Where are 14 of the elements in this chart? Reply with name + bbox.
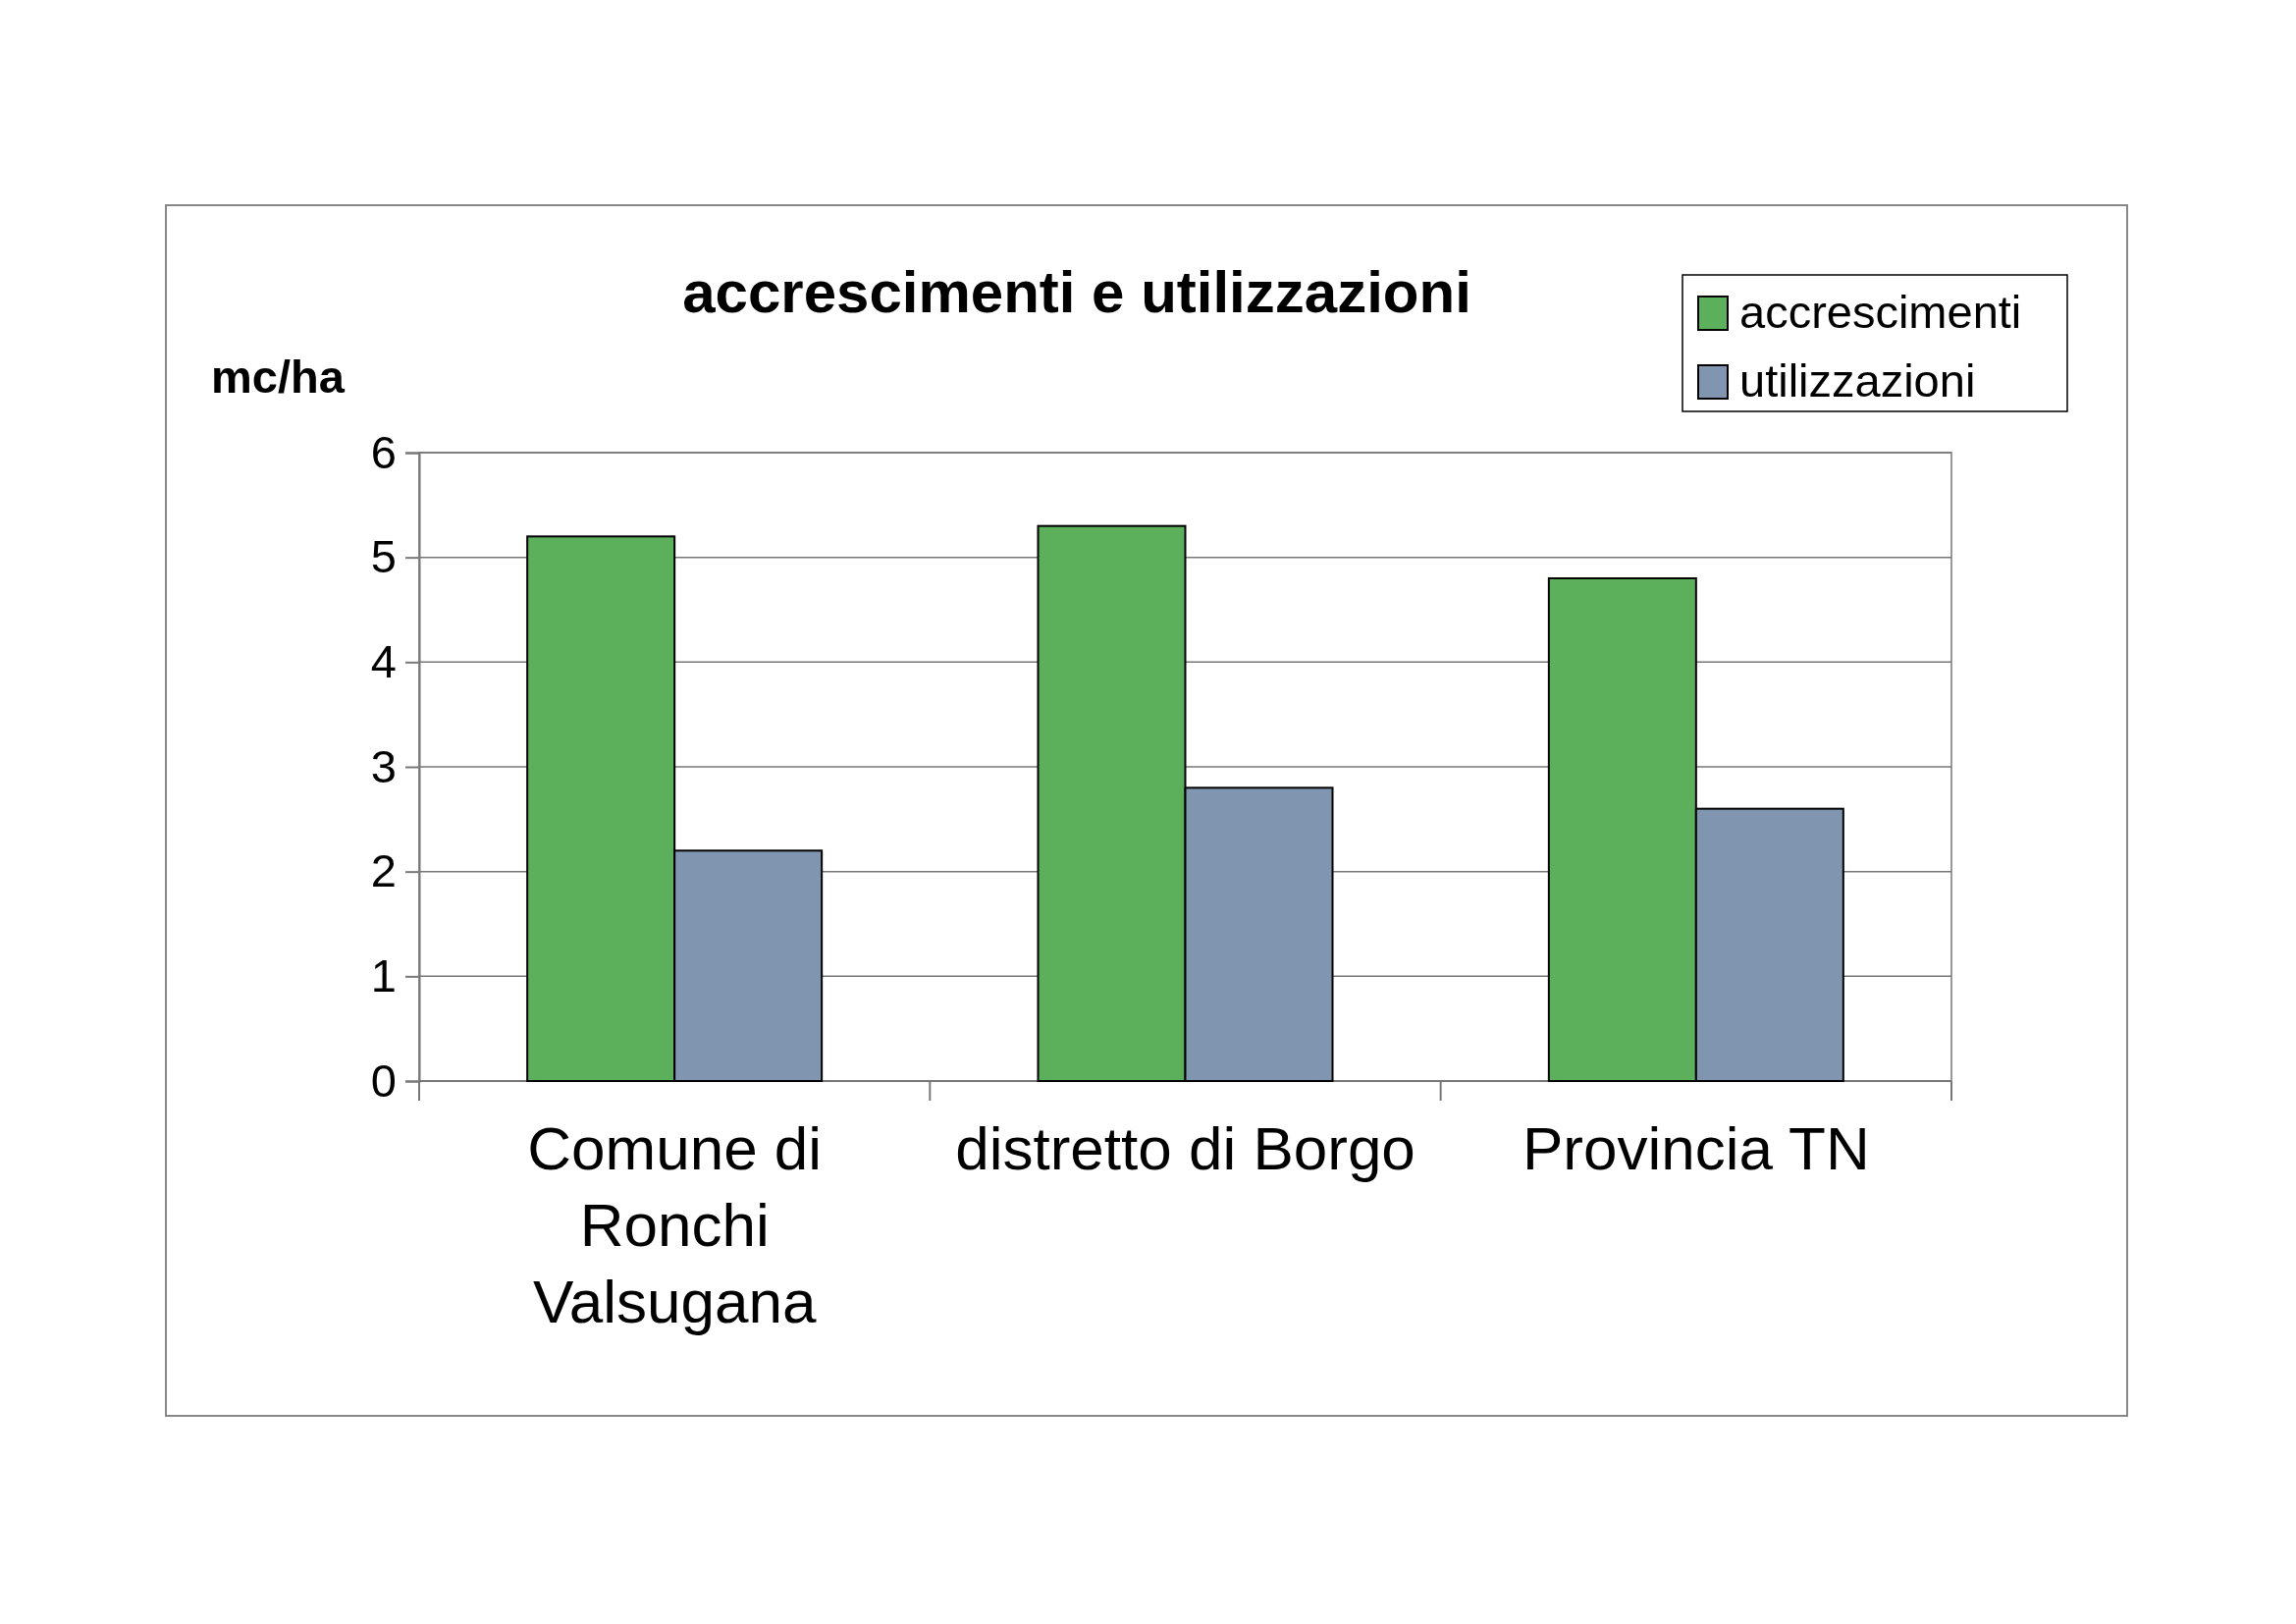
- x-tick-label: Provincia TN: [1522, 1114, 1870, 1182]
- legend-label: accrescimenti: [1739, 286, 2022, 338]
- y-tick-label: 1: [370, 948, 397, 1001]
- chart-title: accrescimenti e utilizzazioni: [682, 259, 1471, 325]
- y-tick-label: 0: [370, 1054, 397, 1107]
- y-tick-label: 3: [370, 739, 397, 792]
- y-tick-label: 6: [370, 425, 397, 478]
- y-tick-label: 2: [370, 844, 397, 897]
- legend-label: utilizzazioni: [1739, 354, 1976, 406]
- x-tick-label: distretto di Borgo: [955, 1114, 1415, 1182]
- x-tick-label: Comune di Ronchi Valsugana: [527, 1114, 823, 1335]
- y-tick-label: 4: [370, 634, 397, 687]
- y-tick-label: 5: [370, 530, 397, 583]
- y-axis-title: mc/ha: [211, 351, 346, 403]
